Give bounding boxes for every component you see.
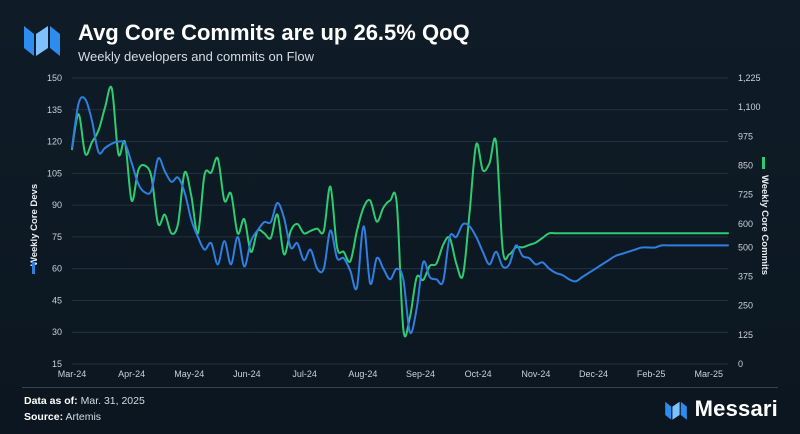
weekly-core-devs-line (71, 96, 729, 335)
right-tick-label: 600 (738, 219, 753, 229)
chart-subtitle: Weekly developers and commits on Flow (78, 49, 315, 64)
gridlines (72, 77, 728, 365)
x-tick-label: Oct-24 (465, 369, 492, 379)
x-tick-label: Jun-24 (233, 369, 261, 379)
x-tick-label: Mar-24 (58, 369, 87, 379)
left-axis-ticks: 15 30 45 60 75 90 105 120 135 150 (47, 73, 62, 369)
left-tick-label: 30 (52, 327, 62, 337)
x-tick-label: Dec-24 (579, 369, 608, 379)
right-tick-label: 125 (738, 330, 753, 340)
right-axis-legend-swatch (762, 157, 765, 169)
right-tick-label: 725 (738, 190, 753, 200)
left-tick-label: 75 (52, 232, 62, 242)
x-tick-label: Nov-24 (521, 369, 550, 379)
messari-brand-icon (664, 401, 687, 420)
right-tick-label: 975 (738, 131, 753, 141)
chart-title: Avg Core Commits are up 26.5% QoQ (78, 20, 470, 45)
left-tick-label: 90 (52, 200, 62, 210)
x-tick-label: Sep-24 (406, 369, 435, 379)
left-axis-title: Weekly Core Devs (29, 184, 40, 266)
x-tick-label: Aug-24 (348, 369, 377, 379)
left-axis-legend-swatch (32, 262, 35, 274)
left-tick-label: 120 (47, 137, 62, 147)
x-tick-label: Jul-24 (292, 369, 317, 379)
weekly-core-commits-line (71, 85, 729, 338)
messari-brand: Messari (663, 395, 778, 423)
x-tick-label: Apr-24 (118, 369, 145, 379)
right-axis-title: Weekly Core Commits (759, 175, 770, 275)
messari-logo-icon (24, 26, 60, 56)
right-axis-title-group: Weekly Core Commits (759, 157, 770, 275)
left-tick-label: 150 (47, 73, 62, 83)
right-tick-label: 500 (738, 242, 753, 252)
left-tick-label: 105 (47, 168, 62, 178)
right-tick-label: 850 (738, 161, 753, 171)
right-tick-label: 250 (738, 301, 753, 311)
left-tick-label: 45 (52, 295, 62, 305)
source-label: Source: (24, 411, 64, 423)
left-tick-label: 135 (47, 105, 62, 115)
brand-name: Messari (694, 396, 778, 421)
data-as-of-value: Mar. 31, 2025 (80, 395, 145, 407)
footer-divider (22, 387, 778, 388)
x-tick-label: Mar-25 (695, 369, 724, 379)
source-value: Artemis (65, 411, 102, 423)
x-tick-label: May-24 (174, 369, 204, 379)
left-tick-label: 60 (52, 264, 62, 274)
left-tick-label: 15 (52, 359, 62, 369)
left-axis-title-group: Weekly Core Devs (29, 184, 40, 274)
source-note: Source: Artemis (24, 411, 101, 423)
x-tick-label: Feb-25 (637, 369, 666, 379)
data-as-of-note: Data as of: Mar. 31, 2025 (24, 395, 145, 407)
right-tick-label: 1,100 (738, 102, 761, 112)
right-tick-label: 375 (738, 271, 753, 281)
right-tick-label: 0 (738, 359, 743, 369)
right-tick-label: 1,225 (738, 73, 761, 83)
x-axis-ticks: Mar-24 Apr-24 May-24 Jun-24 Jul-24 Aug-24 Sep-… (58, 369, 723, 379)
data-as-of-label: Data as of: (24, 395, 78, 407)
series-lines (71, 85, 729, 338)
right-axis-ticks: 0 125 250 375 500 600 725 850 975 1,100 1,225 (738, 73, 761, 369)
